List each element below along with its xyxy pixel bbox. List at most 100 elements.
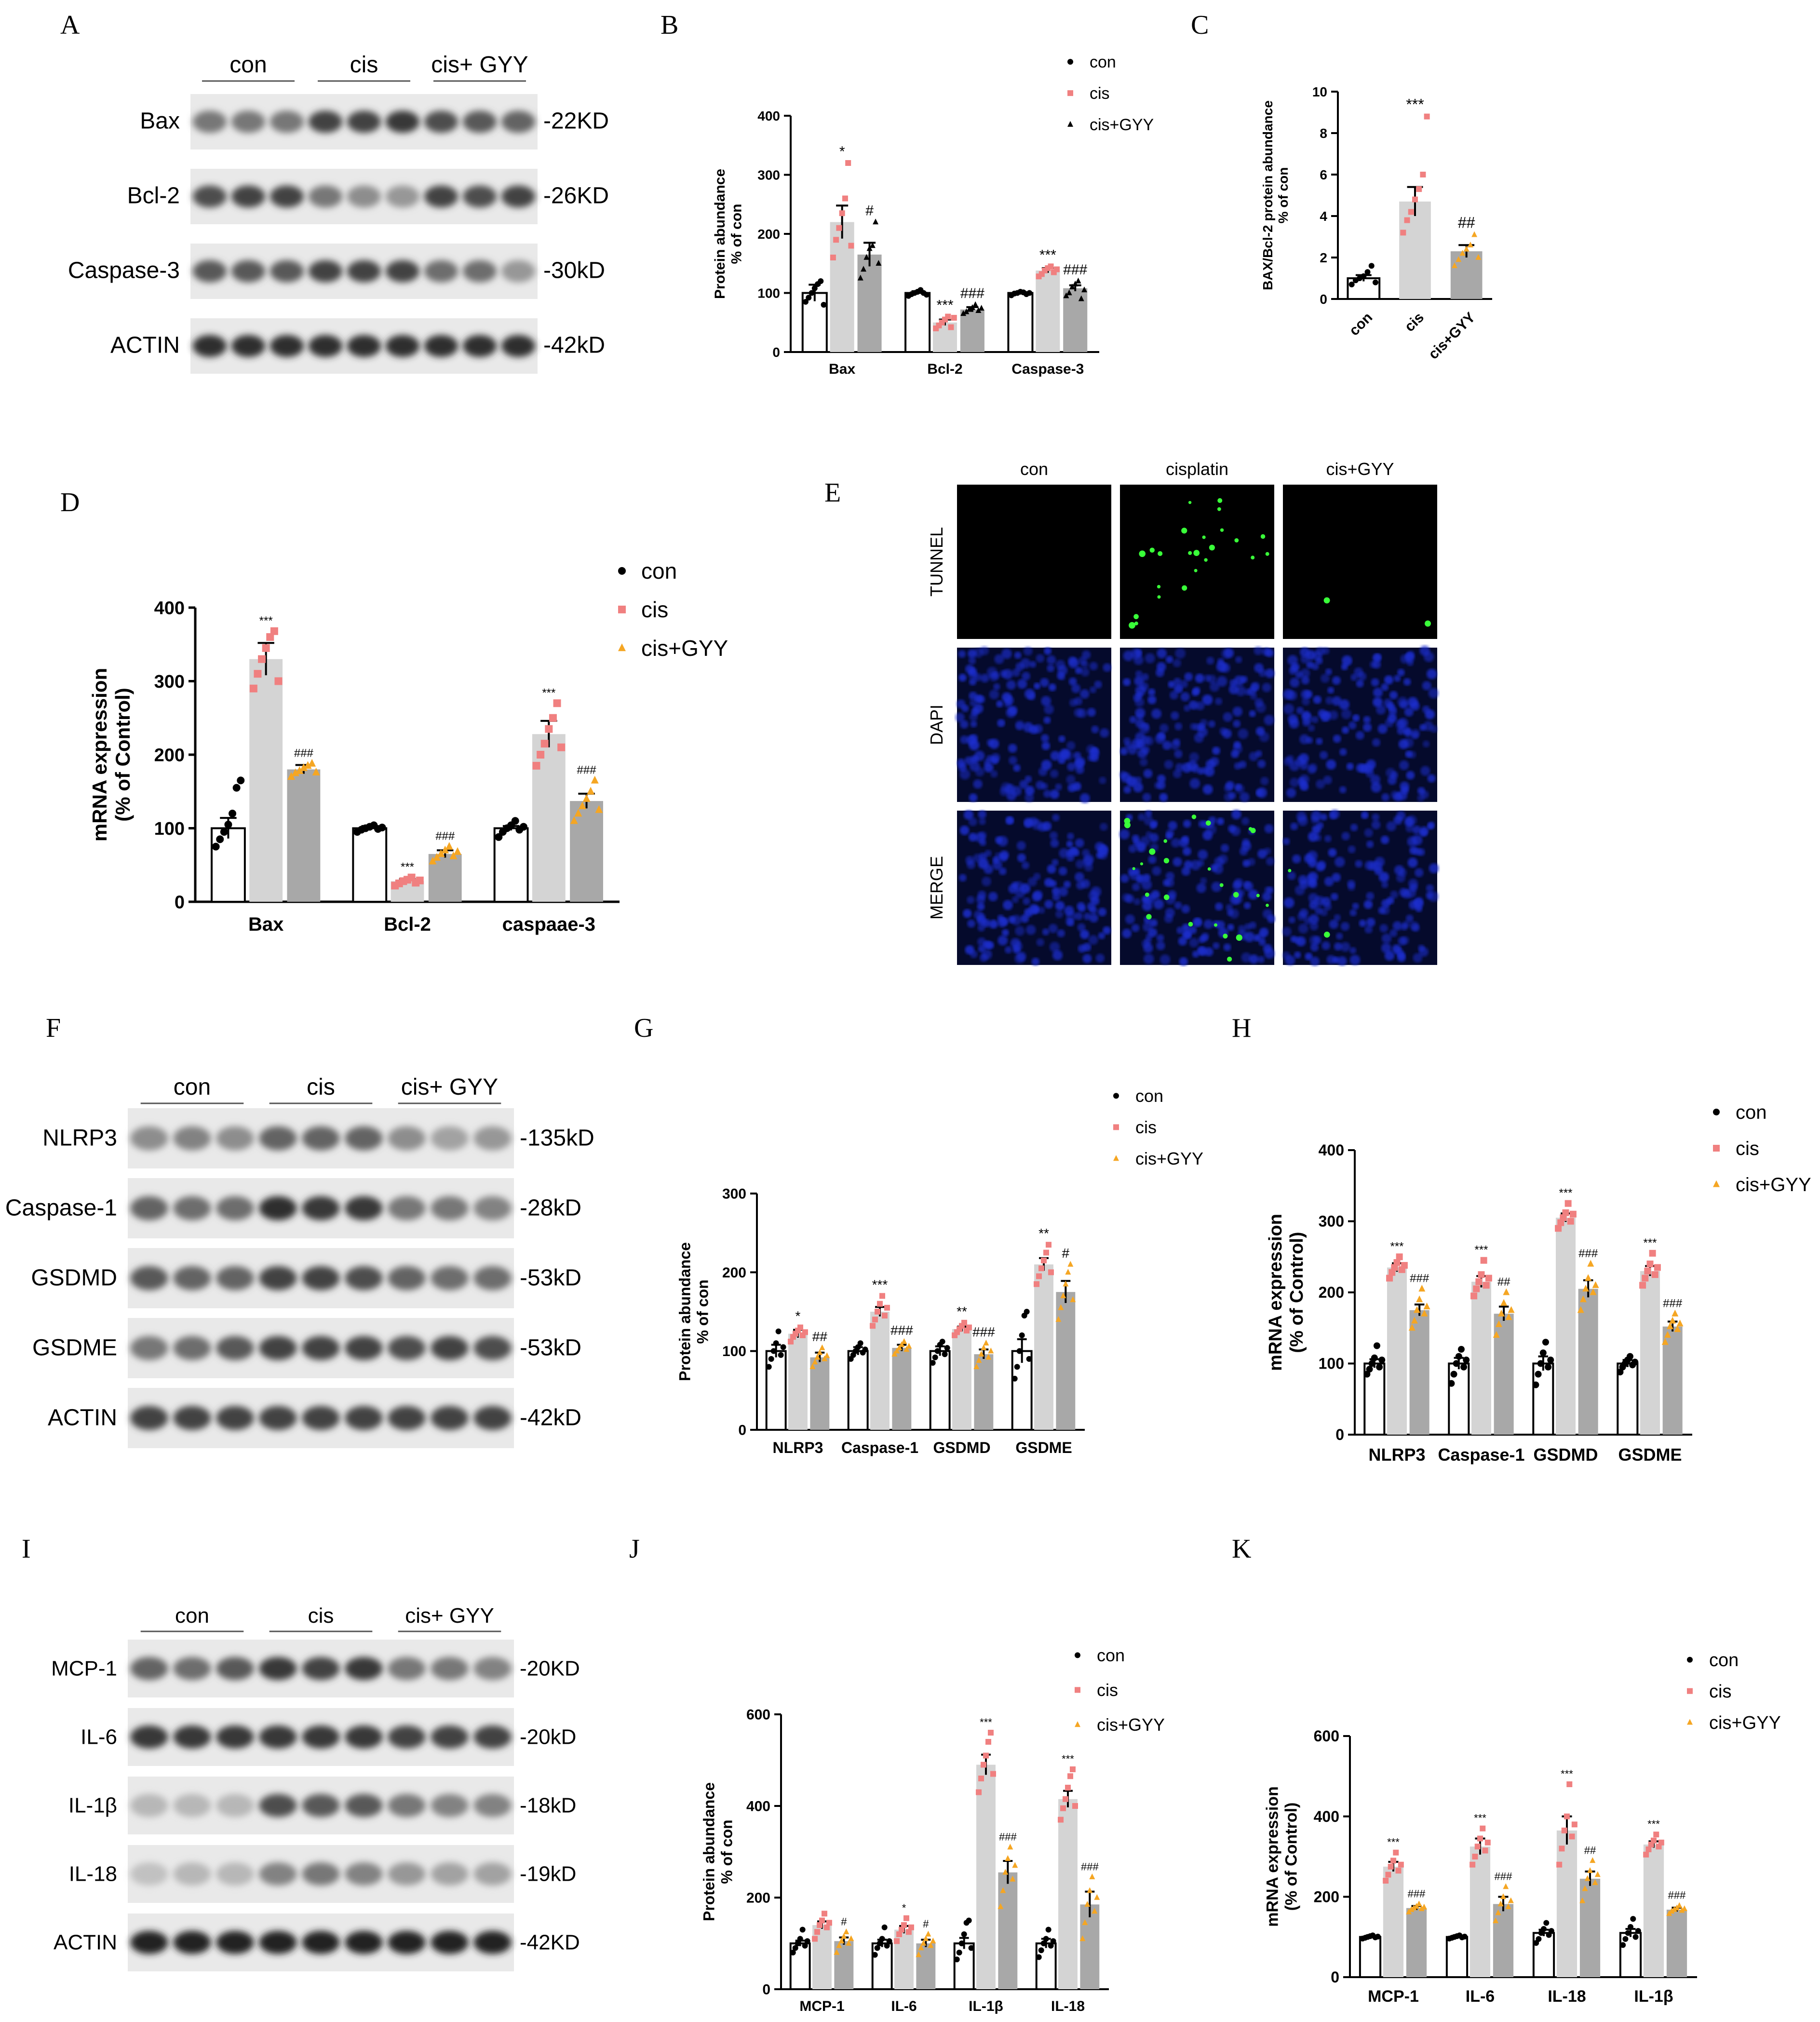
data-point (1667, 1322, 1674, 1330)
dapi-nucleus (1285, 955, 1295, 965)
dapi-nucleus (1043, 790, 1052, 798)
dapi-nucleus (1066, 741, 1076, 750)
data-point (879, 1936, 885, 1942)
x-category-label: IL-18 (1548, 1987, 1586, 2006)
blot-band (431, 1794, 469, 1817)
dapi-nucleus (1174, 901, 1182, 909)
dapi-nucleus (1283, 689, 1294, 700)
data-point (770, 1348, 777, 1354)
bar (810, 1357, 830, 1430)
y-tick-label: 300 (757, 167, 780, 182)
blot-protein-label: Caspase-3 (68, 258, 180, 283)
dapi-nucleus (1304, 854, 1314, 864)
dapi-nucleus (1332, 873, 1341, 882)
dapi-nucleus (1020, 914, 1029, 923)
dapi-nucleus (1403, 678, 1411, 686)
significance-mark: ### (1578, 1247, 1598, 1260)
dapi-nucleus (1262, 892, 1272, 901)
blot-size-label: -20kD (520, 1725, 576, 1749)
data-point (778, 1352, 784, 1358)
data-point (249, 684, 257, 692)
y-tick-label: 0 (175, 892, 185, 912)
blot-band (173, 1862, 211, 1886)
data-point (809, 1363, 816, 1370)
blot-band (431, 1862, 469, 1886)
blot-band (270, 335, 304, 357)
dapi-nucleus (1358, 672, 1367, 681)
dapi-nucleus (1066, 911, 1077, 922)
data-point (1567, 1218, 1574, 1225)
dapi-nucleus (1294, 936, 1301, 944)
dapi-nucleus (1339, 748, 1347, 756)
legend-label: con (1709, 1650, 1739, 1670)
data-point (1676, 1319, 1684, 1327)
dapi-nucleus (1352, 715, 1360, 722)
y-tick-label: 2 (1320, 250, 1327, 265)
data-point (1545, 1363, 1552, 1371)
data-point (441, 845, 449, 854)
data-point (1424, 113, 1430, 120)
data-point (788, 1339, 794, 1345)
dapi-nucleus (1348, 845, 1356, 854)
dapi-nucleus (1168, 821, 1177, 830)
y-tick-label: 0 (1331, 1968, 1339, 1986)
data-point (1474, 1844, 1481, 1850)
data-point (998, 1903, 1004, 1909)
data-point (978, 305, 984, 311)
dapi-nucleus (1095, 953, 1105, 963)
blot-band (259, 1126, 297, 1151)
data-point (1643, 1851, 1649, 1858)
dapi-nucleus (1300, 668, 1310, 679)
dapi-nucleus (1363, 900, 1373, 909)
data-point (495, 833, 503, 841)
data-point (1579, 1295, 1587, 1303)
dapi-nucleus (971, 755, 979, 763)
y-tick-label: 600 (1314, 1727, 1339, 1745)
bar (1579, 1878, 1601, 1977)
dapi-nucleus (1196, 701, 1205, 710)
data-point (454, 847, 462, 855)
blot-band (462, 335, 497, 357)
chart-h: 0 100 200 300 400 mRNA expression (% of Contro… (1266, 1102, 1811, 1465)
data-point (1484, 1839, 1491, 1846)
dapi-nucleus (979, 852, 987, 861)
tunel-positive-cell (1181, 528, 1187, 534)
dapi-nucleus (1067, 762, 1076, 771)
blot-band (216, 1126, 254, 1151)
dapi-nucleus (1098, 932, 1105, 939)
dapi-nucleus (1355, 731, 1364, 740)
data-point (1060, 1805, 1066, 1811)
data-point (1396, 1253, 1403, 1261)
blot-band (347, 110, 381, 133)
significance-mark: # (923, 1918, 929, 1930)
data-point (877, 1301, 883, 1307)
dapi-nucleus (1381, 683, 1389, 691)
data-point (574, 809, 582, 817)
data-point (903, 1915, 909, 1921)
data-point (978, 1351, 984, 1357)
blot-band (473, 1862, 512, 1886)
significance-mark: *** (1062, 1753, 1074, 1765)
x-category-label: con (1346, 310, 1375, 339)
dapi-nucleus (1165, 655, 1173, 664)
dapi-nucleus (1397, 668, 1405, 677)
blot-band (431, 1657, 469, 1680)
tunel-positive-cell (1266, 904, 1269, 907)
dapi-nucleus (1390, 771, 1398, 779)
dapi-nucleus (1094, 841, 1105, 852)
y-tick-label: 200 (154, 745, 185, 765)
dapi-nucleus (1181, 867, 1191, 876)
dapi-nucleus (1079, 689, 1090, 699)
dapi-nucleus (1174, 684, 1183, 693)
dapi-nucleus (1384, 950, 1395, 961)
tunel-positive-cell (1227, 956, 1232, 962)
dapi-nucleus (1087, 902, 1096, 911)
data-point (1448, 1380, 1455, 1387)
data-point (1457, 1346, 1465, 1353)
dapi-nucleus (1308, 724, 1315, 732)
data-point (973, 1363, 980, 1370)
dapi-nucleus (1289, 777, 1299, 787)
dapi-nucleus (1141, 673, 1149, 681)
data-point (1040, 1941, 1047, 1946)
dapi-nucleus (1179, 957, 1188, 966)
